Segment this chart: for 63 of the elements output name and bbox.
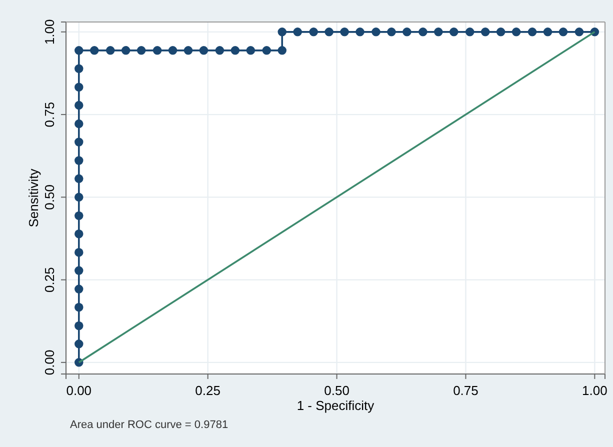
- point: [184, 46, 193, 55]
- point: [74, 340, 84, 348]
- point: [74, 64, 84, 73]
- point: [74, 321, 84, 330]
- point: [574, 28, 584, 36]
- point: [74, 119, 84, 128]
- point: [74, 174, 84, 184]
- point: [418, 28, 428, 36]
- point: [74, 230, 84, 238]
- x-tick-label: 0.00: [66, 383, 92, 398]
- point: [512, 28, 521, 36]
- point: [74, 248, 84, 257]
- point: [168, 46, 178, 55]
- point: [74, 302, 84, 312]
- y-axis-title: Sensitivity: [26, 168, 41, 228]
- point: [74, 46, 84, 55]
- point: [74, 138, 84, 146]
- point: [74, 192, 84, 202]
- point: [450, 28, 458, 36]
- point: [152, 46, 162, 55]
- point: [74, 156, 84, 165]
- y-tick-label: 0.25: [42, 267, 57, 292]
- point: [496, 28, 506, 36]
- y-tick-label: 0.75: [42, 102, 57, 128]
- point: [246, 46, 256, 55]
- text: Area under ROC curve = 0.9781: [70, 419, 228, 431]
- point: [465, 28, 474, 36]
- point: [278, 28, 286, 36]
- x-tick-label: 1.00: [582, 383, 608, 398]
- point: [230, 46, 240, 55]
- point: [262, 46, 272, 55]
- point: [136, 46, 146, 55]
- point: [90, 46, 99, 55]
- point: [402, 28, 412, 36]
- point: [74, 100, 84, 110]
- point: [324, 28, 334, 36]
- point: [480, 28, 490, 36]
- point: [387, 28, 396, 36]
- point: [74, 284, 84, 294]
- y-tick-label: 0.00: [42, 350, 57, 376]
- point: [528, 28, 537, 36]
- y-tick-label: 1.00: [42, 19, 57, 45]
- x-tick-label: 0.25: [195, 383, 220, 398]
- point: [309, 28, 318, 36]
- point: [106, 46, 115, 55]
- point: [278, 46, 286, 55]
- point: [372, 28, 380, 36]
- point: [558, 28, 568, 36]
- point: [293, 28, 302, 36]
- point: [356, 28, 364, 36]
- point: [121, 46, 130, 55]
- point: [543, 28, 552, 36]
- point: [74, 211, 84, 220]
- x-tick-label: 0.75: [453, 383, 478, 398]
- point: [434, 28, 443, 36]
- x-tick-label: 0.50: [324, 383, 350, 398]
- point: [74, 82, 84, 92]
- y-tick-label: 0.50: [42, 184, 57, 210]
- point: [215, 46, 224, 55]
- point: [199, 46, 208, 55]
- point: [74, 266, 84, 275]
- point: [340, 28, 349, 36]
- x-axis-title: 1 - Specificity: [296, 398, 375, 413]
